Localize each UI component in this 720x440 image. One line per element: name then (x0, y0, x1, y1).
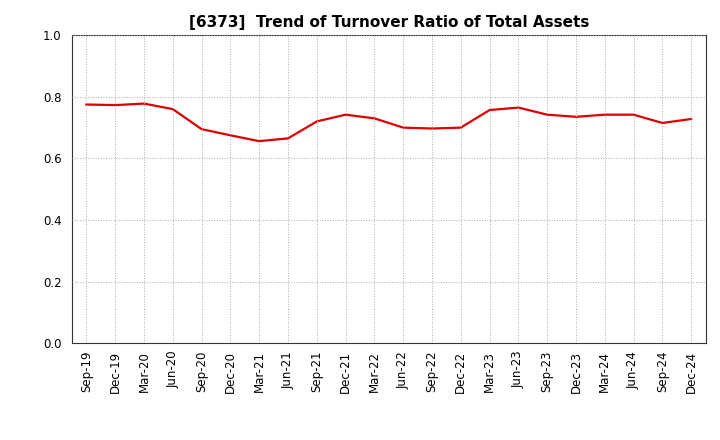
Title: [6373]  Trend of Turnover Ratio of Total Assets: [6373] Trend of Turnover Ratio of Total … (189, 15, 589, 30)
